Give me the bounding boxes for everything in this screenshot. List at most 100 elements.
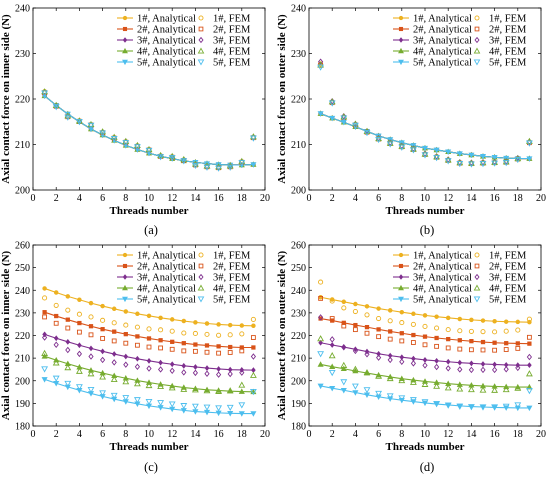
data-point	[398, 376, 406, 384]
data-point	[328, 100, 336, 107]
data-point	[376, 354, 382, 361]
x-tick-label: 0	[307, 193, 312, 204]
x-tick-label: 12	[167, 193, 177, 204]
data-point	[399, 338, 405, 344]
data-point	[122, 140, 130, 147]
data-point	[422, 334, 428, 339]
data-point	[376, 350, 381, 357]
x-tick-label: 6	[100, 429, 105, 440]
series-3-fem	[42, 88, 256, 171]
data-point	[479, 154, 487, 160]
legend-marker	[474, 263, 480, 269]
data-point	[340, 115, 348, 122]
x-tick-label: 4	[77, 193, 82, 204]
panel-a: 0 2 4 6 8 10 12 14 16 18 20 200 210 220 230 240 Threads …	[0, 4, 270, 238]
data-point	[181, 330, 187, 336]
legend-marker	[398, 252, 404, 258]
data-point	[158, 315, 163, 321]
data-point	[111, 351, 117, 357]
legend-item: 3#, FEM	[474, 36, 527, 47]
panel-b: 0 2 4 6 8 10 12 14 16 18 20 200 210 220 230 240 Threads …	[276, 4, 546, 238]
legend-item: 3#, FEM	[198, 36, 251, 47]
data-point	[456, 159, 464, 166]
legend-item: 5#, FEM	[473, 58, 527, 69]
data-point	[134, 363, 140, 370]
data-point	[169, 328, 175, 334]
legend-marker	[122, 252, 128, 258]
data-point	[433, 382, 441, 389]
data-point	[375, 134, 383, 142]
x-tick-label: 16	[490, 193, 500, 204]
x-tick-label: 2	[330, 429, 335, 440]
data-point	[111, 320, 117, 326]
y-tick-label: 200	[291, 186, 306, 197]
data-point	[53, 320, 59, 326]
data-point	[480, 361, 486, 367]
data-point	[65, 325, 71, 331]
data-point	[203, 387, 211, 394]
series-3-fem	[318, 314, 532, 374]
data-point	[363, 369, 371, 376]
data-point	[42, 310, 47, 315]
data-point	[444, 402, 452, 409]
data-point	[133, 141, 141, 148]
data-point	[515, 327, 521, 333]
legend-item: 5#, Analytical	[393, 295, 472, 306]
data-point	[341, 323, 347, 329]
x-tick-label: 12	[443, 193, 453, 204]
data-point	[133, 144, 141, 151]
series-4-fem	[41, 88, 257, 170]
data-point	[65, 317, 70, 322]
x-tick-label: 16	[490, 429, 500, 440]
legend-marker	[398, 296, 404, 303]
series-2-fem	[42, 90, 256, 171]
data-point	[329, 336, 335, 343]
data-point	[480, 339, 486, 345]
data-point	[168, 384, 176, 391]
legend-item: 2#, FEM	[198, 262, 251, 273]
legend-label: 5#, FEM	[489, 295, 527, 306]
data-point	[399, 358, 405, 365]
data-point	[204, 331, 210, 337]
x-tick-label: 8	[123, 429, 128, 440]
data-point	[146, 313, 152, 319]
data-point	[250, 353, 256, 360]
data-point	[65, 307, 71, 313]
data-point	[502, 403, 510, 410]
legend-marker	[198, 36, 204, 44]
data-point	[110, 392, 118, 400]
data-point	[318, 295, 324, 301]
data-point	[41, 353, 48, 359]
data-point	[433, 147, 440, 154]
y-tick-label: 230	[291, 49, 306, 60]
data-point	[169, 361, 175, 368]
data-point	[410, 360, 416, 367]
data-point	[99, 394, 106, 400]
data-point	[227, 411, 234, 417]
data-point	[87, 122, 95, 129]
data-point	[364, 312, 370, 318]
data-point	[180, 403, 188, 410]
x-tick-label: 2	[330, 193, 335, 204]
series-5-fem	[317, 351, 533, 411]
legend-label: 5#, Analytical	[413, 58, 472, 69]
data-point	[376, 306, 381, 311]
data-point	[53, 302, 59, 308]
data-point	[328, 352, 336, 359]
data-point	[77, 342, 82, 349]
legend-marker	[122, 296, 128, 303]
data-point	[514, 155, 522, 162]
data-point	[227, 332, 233, 338]
data-point	[146, 326, 152, 332]
data-point	[492, 318, 497, 324]
data-point	[479, 159, 487, 166]
data-point	[446, 336, 451, 342]
legend-marker	[122, 47, 128, 54]
data-point	[239, 348, 245, 354]
series-5-analytical	[41, 93, 257, 169]
data-point	[421, 150, 429, 157]
data-point	[203, 409, 211, 416]
legend-item: 1#, FEM	[198, 14, 251, 25]
data-point	[341, 299, 347, 305]
